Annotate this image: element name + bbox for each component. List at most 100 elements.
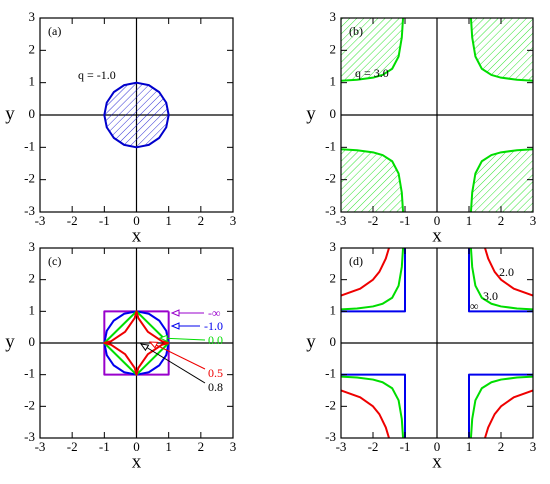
y-tick-label: 1 — [330, 74, 337, 89]
annotation: 2.0 — [499, 265, 514, 279]
y-tick-label: -1 — [24, 138, 35, 153]
curve — [341, 248, 533, 438]
annotation: 0.0 — [208, 333, 223, 347]
x-tick-label: -3 — [35, 439, 46, 454]
y-tick-label: 3 — [330, 9, 337, 24]
x-tick-label: 3 — [230, 439, 237, 454]
x-tick-label: 1 — [165, 439, 172, 454]
hatch-region — [470, 149, 533, 212]
y-tick-label: 2 — [330, 41, 337, 56]
arrow-head — [148, 341, 159, 349]
x-tick-label: 2 — [498, 439, 505, 454]
x-tick-label: 0 — [434, 213, 441, 228]
x-axis-label: x — [432, 225, 442, 246]
x-tick-label: 1 — [466, 439, 473, 454]
annotation: 0.8 — [208, 380, 223, 394]
y-tick-label: -3 — [325, 429, 336, 444]
hatch-region — [341, 149, 404, 212]
plot-area — [341, 248, 533, 438]
arrow-head — [158, 334, 168, 343]
x-tick-label: -1 — [400, 213, 411, 228]
x-tick-label: -3 — [336, 213, 347, 228]
annotation: q = -1.0 — [78, 68, 116, 82]
x-tick-label: -3 — [35, 213, 46, 228]
arrow-line — [159, 337, 206, 341]
y-tick-label: 3 — [29, 239, 36, 254]
x-axis-label: x — [132, 225, 142, 246]
y-tick-label: -1 — [24, 366, 35, 381]
curve — [103, 81, 170, 149]
y-tick-label: 3 — [29, 9, 36, 24]
y-tick-label: -2 — [24, 171, 35, 186]
arrow-line — [149, 341, 206, 370]
y-tick-label: 0 — [29, 334, 36, 349]
x-tick-label: 3 — [230, 213, 237, 228]
y-tick-label: 2 — [29, 41, 36, 56]
x-tick-label: 3 — [530, 213, 537, 228]
x-tick-label: 2 — [198, 439, 205, 454]
x-tick-label: -1 — [400, 439, 411, 454]
y-tick-label: -2 — [325, 171, 336, 186]
arrow-head — [139, 343, 150, 352]
y-axis-label: y — [5, 331, 15, 352]
plot-area — [341, 18, 533, 212]
annotation: 3.0 — [483, 289, 498, 303]
x-tick-label: -2 — [368, 213, 379, 228]
curve — [341, 18, 533, 212]
curve — [103, 310, 170, 376]
y-tick-label: -2 — [24, 397, 35, 412]
x-tick-label: -3 — [336, 439, 347, 454]
arrow-head — [170, 322, 180, 330]
panel-label: (a) — [48, 24, 61, 38]
x-axis-label: x — [132, 451, 142, 472]
y-axis-label: y — [306, 331, 316, 352]
arrow-head — [170, 309, 180, 317]
x-tick-label: 2 — [198, 213, 205, 228]
x-tick-label: -1 — [99, 213, 110, 228]
y-tick-label: -1 — [325, 138, 336, 153]
x-tick-label: 3 — [530, 439, 537, 454]
x-tick-label: 1 — [165, 213, 172, 228]
panel-label: (c) — [48, 254, 61, 268]
x-tick-label: 0 — [434, 439, 441, 454]
y-tick-label: -3 — [24, 429, 35, 444]
y-tick-label: 1 — [29, 74, 36, 89]
y-tick-label: -3 — [325, 203, 336, 218]
y-tick-label: 0 — [29, 106, 36, 121]
x-tick-label: -2 — [368, 439, 379, 454]
x-tick-label: -2 — [67, 213, 78, 228]
plot-area — [40, 18, 233, 212]
arrow-line — [140, 343, 206, 384]
y-tick-label: -3 — [24, 203, 35, 218]
hatch-region — [341, 18, 404, 81]
panel-label: (d) — [349, 254, 363, 268]
y-tick-label: 2 — [29, 271, 36, 286]
panel-label: (b) — [349, 24, 363, 38]
y-tick-label: 3 — [330, 239, 337, 254]
y-tick-label: 0 — [330, 334, 337, 349]
annotation: -1.0 — [204, 319, 223, 333]
x-axis-label: x — [432, 451, 442, 472]
annotation: q = 3.0 — [355, 66, 389, 80]
x-tick-label: 1 — [466, 213, 473, 228]
annotation: -∞ — [208, 306, 221, 320]
hatch-region — [470, 18, 533, 81]
curve — [341, 248, 533, 438]
curve — [341, 248, 533, 438]
y-tick-label: -2 — [325, 397, 336, 412]
x-tick-label: 2 — [498, 213, 505, 228]
plot-area — [40, 248, 233, 438]
y-tick-label: 1 — [330, 302, 337, 317]
annotation: 0.5 — [208, 366, 223, 380]
y-axis-label: y — [5, 103, 15, 124]
x-tick-label: -1 — [99, 439, 110, 454]
curve — [103, 310, 169, 376]
annotation: ∞ — [470, 299, 479, 313]
x-tick-label: 0 — [133, 213, 140, 228]
y-tick-label: 1 — [29, 302, 36, 317]
x-tick-label: -2 — [67, 439, 78, 454]
x-tick-label: 0 — [133, 439, 140, 454]
y-tick-label: -1 — [325, 366, 336, 381]
